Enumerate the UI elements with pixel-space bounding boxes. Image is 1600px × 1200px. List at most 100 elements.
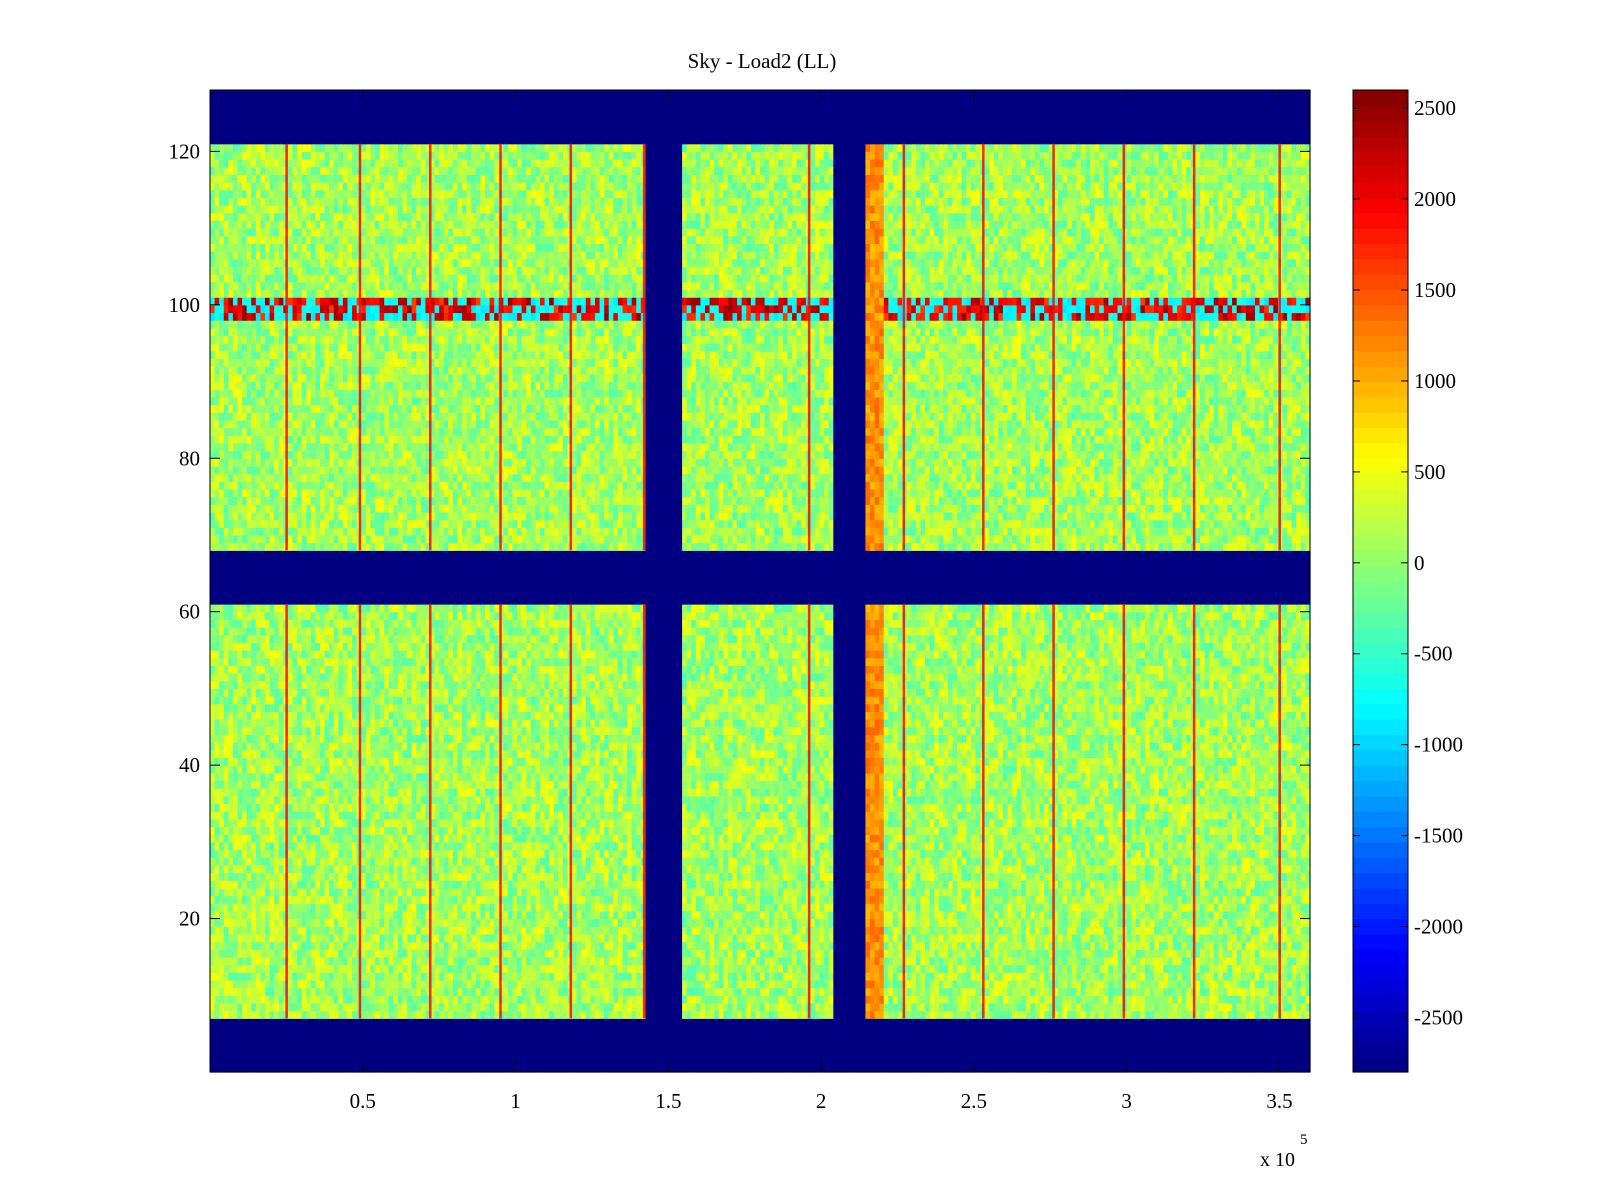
heatmap-cell <box>948 1034 953 1042</box>
heatmap-cell <box>480 926 485 934</box>
heatmap-cell <box>705 926 710 934</box>
heatmap-cell <box>1200 1034 1205 1042</box>
heatmap-cell <box>1246 1041 1251 1049</box>
heatmap-cell <box>1246 980 1251 988</box>
heatmap-cell <box>655 957 660 965</box>
heatmap-cell <box>242 995 247 1003</box>
heatmap-cell <box>311 934 316 942</box>
heatmap-cell <box>943 1057 948 1065</box>
heatmap-cell <box>810 957 815 965</box>
heatmap-cell <box>742 965 747 973</box>
heatmap-cell <box>238 1003 243 1011</box>
heatmap-cell <box>370 988 375 996</box>
heatmap-cell <box>975 1049 980 1057</box>
heatmap-cell <box>1223 1018 1228 1026</box>
heatmap-cell <box>632 980 637 988</box>
heatmap-cell <box>985 1049 990 1057</box>
heatmap-cell <box>1228 1026 1233 1034</box>
heatmap-cell <box>343 1057 348 1065</box>
heatmap-cell <box>586 972 591 980</box>
heatmap-cell <box>843 942 848 950</box>
heatmap-cell <box>338 1003 343 1011</box>
heatmap-cell <box>210 919 215 927</box>
heatmap-cell <box>380 1003 385 1011</box>
heatmap-cell <box>1090 1049 1095 1057</box>
heatmap-cell <box>645 1041 650 1049</box>
heatmap-cell <box>412 957 417 965</box>
heatmap-cell <box>526 1049 531 1057</box>
heatmap-cell <box>210 1041 215 1049</box>
heatmap-cell <box>1140 988 1145 996</box>
heatmap-cell <box>930 988 935 996</box>
heatmap-cell <box>1237 1064 1242 1072</box>
heatmap-cell <box>1264 965 1269 973</box>
heatmap-cell <box>558 972 563 980</box>
heatmap-cell <box>700 1026 705 1034</box>
heatmap-cell <box>1012 942 1017 950</box>
heatmap-cell <box>458 942 463 950</box>
heatmap-cell <box>705 949 710 957</box>
heatmap-cell <box>1273 1026 1278 1034</box>
heatmap-cell <box>719 995 724 1003</box>
heatmap-cell <box>645 957 650 965</box>
heatmap-cell <box>998 1057 1003 1065</box>
heatmap-cell <box>870 1064 875 1072</box>
heatmap-cell <box>1090 995 1095 1003</box>
heatmap-cell <box>760 949 765 957</box>
heatmap-cell <box>1269 957 1274 965</box>
heatmap-cell <box>508 926 513 934</box>
heatmap-cell <box>1255 1041 1260 1049</box>
heatmap-cell <box>412 1049 417 1057</box>
heatmap-cell <box>1177 957 1182 965</box>
heatmap-cell <box>288 1018 293 1026</box>
heatmap-cell <box>792 1041 797 1049</box>
heatmap-cell <box>228 1011 233 1019</box>
heatmap-cell <box>733 1003 738 1011</box>
heatmap-cell <box>719 1026 724 1034</box>
heatmap-cell <box>302 942 307 950</box>
heatmap-cell <box>425 1057 430 1065</box>
heatmap-cell <box>668 1034 673 1042</box>
heatmap-cell <box>998 1018 1003 1026</box>
heatmap-cell <box>975 1018 980 1026</box>
heatmap-cell <box>636 1057 641 1065</box>
heatmap-cell <box>847 965 852 973</box>
heatmap-cell <box>1264 957 1269 965</box>
heatmap-cell <box>329 995 334 1003</box>
heatmap-cell <box>783 1018 788 1026</box>
heatmap-cell <box>783 1057 788 1065</box>
heatmap-cell <box>1081 949 1086 957</box>
heatmap-cell <box>435 1041 440 1049</box>
heatmap-cell <box>1250 1003 1255 1011</box>
heatmap-cell <box>1127 1057 1132 1065</box>
heatmap-cell <box>1150 1034 1155 1042</box>
heatmap-cell <box>911 957 916 965</box>
heatmap-cell <box>994 1034 999 1042</box>
heatmap-cell <box>522 1049 527 1057</box>
heatmap-cell <box>224 995 229 1003</box>
heatmap-cell <box>1090 1057 1095 1065</box>
heatmap-cell <box>1044 942 1049 950</box>
heatmap-cell <box>1292 980 1297 988</box>
heatmap-cell <box>636 995 641 1003</box>
heatmap-cell <box>980 1064 985 1072</box>
heatmap-cell <box>279 1011 284 1019</box>
heatmap-cell <box>288 1026 293 1034</box>
heatmap-cell <box>609 995 614 1003</box>
heatmap-cell <box>581 965 586 973</box>
heatmap-cell <box>742 934 747 942</box>
heatmap-cell <box>224 1026 229 1034</box>
heatmap-cell <box>737 972 742 980</box>
heatmap-cell <box>1044 1011 1049 1019</box>
heatmap-cell <box>696 1064 701 1072</box>
heatmap-cell <box>210 1034 215 1042</box>
heatmap-cell <box>1026 1026 1031 1034</box>
heatmap-cell <box>1044 957 1049 965</box>
heatmap-cell <box>1131 926 1136 934</box>
heatmap-cell <box>1264 988 1269 996</box>
heatmap-cell <box>517 1041 522 1049</box>
heatmap-cell <box>508 942 513 950</box>
heatmap-cell <box>1301 980 1306 988</box>
heatmap-cell <box>1292 949 1297 957</box>
heatmap-cell <box>503 1049 508 1057</box>
